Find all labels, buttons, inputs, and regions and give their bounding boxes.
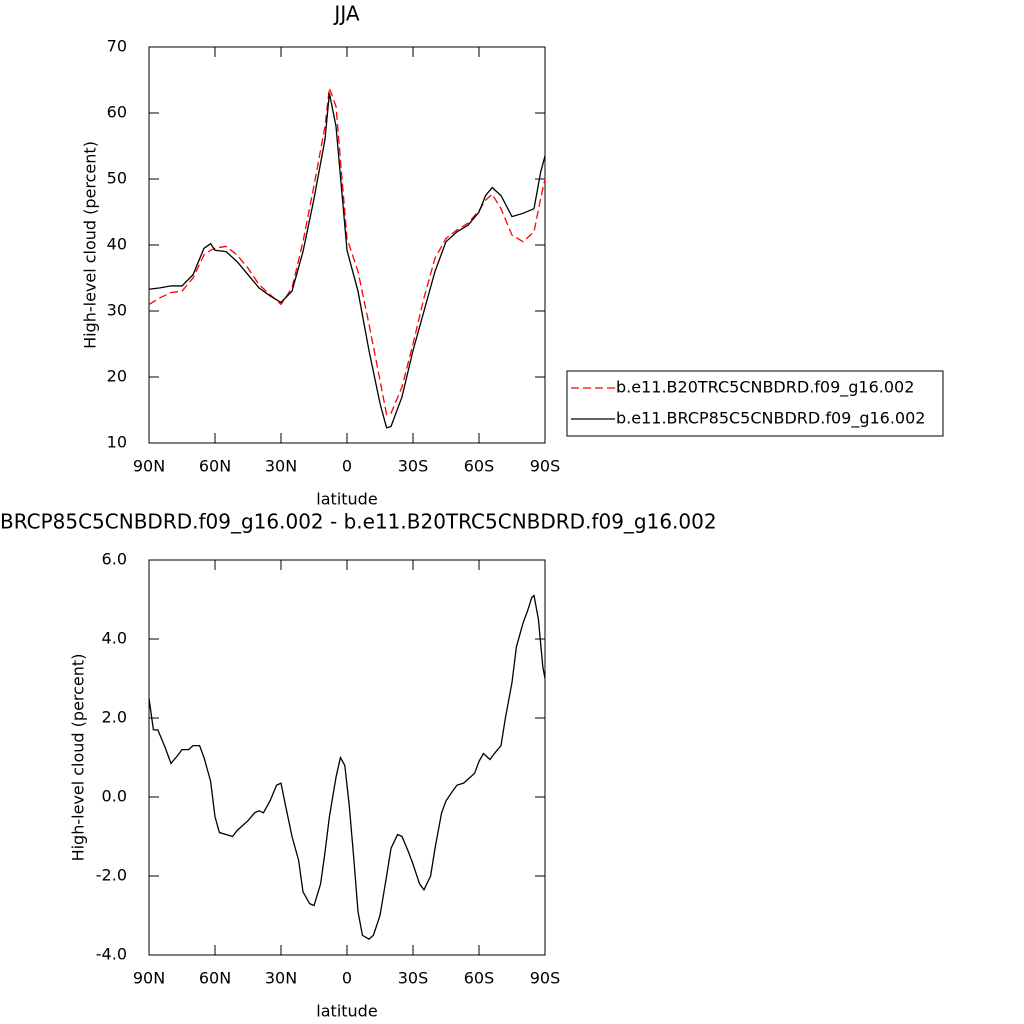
x-tick-label: 90N (133, 457, 165, 476)
y-tick-label: 50 (107, 169, 127, 188)
x-tick-label: 90S (530, 969, 561, 988)
x-tick-label: 0 (342, 457, 352, 476)
data-line (148, 594, 546, 941)
plot-frame (148, 559, 546, 956)
data-line (148, 93, 546, 429)
y-tick-label: 30 (107, 301, 127, 320)
x-tick-label: 30N (265, 969, 297, 988)
y-tick-label: 70 (107, 37, 127, 56)
legend-label: b.e11.B20TRC5CNBDRD.f09_g16.002 (616, 378, 914, 398)
chart-title: BRCP85C5CNBDRD.f09_g16.002 - b.e11.B20TR… (0, 510, 717, 534)
y-tick-label: 4.0 (102, 629, 127, 648)
y-tick-label: 6.0 (102, 550, 127, 569)
legend-box (566, 370, 944, 437)
x-tick-label: 30S (398, 969, 429, 988)
y-tick-label: 10 (107, 433, 127, 452)
legend-label: b.e11.BRCP85C5CNBDRD.f09_g16.002 (616, 409, 925, 429)
x-tick-label: 30S (398, 457, 429, 476)
x-tick-label: 60N (199, 457, 231, 476)
y-tick-label: 40 (107, 235, 127, 254)
y-tick-label: 2.0 (102, 708, 127, 727)
x-axis-label: latitude (316, 490, 377, 509)
y-tick-label: 20 (107, 367, 127, 386)
x-tick-label: 90S (530, 457, 561, 476)
legend: b.e11.B20TRC5CNBDRD.f09_g16.002 b.e11.BRC… (566, 370, 944, 437)
y-tick-label: 60 (107, 103, 127, 122)
x-tick-label: 0 (342, 969, 352, 988)
y-tick-label: 0.0 (102, 787, 127, 806)
chart-title: JJA (332, 2, 359, 26)
y-axis-label: High-level cloud (percent) (69, 654, 88, 862)
x-tick-label: 60S (464, 457, 495, 476)
x-tick-label: 90N (133, 969, 165, 988)
x-axis-label: latitude (316, 1002, 377, 1021)
x-tick-label: 60N (199, 969, 231, 988)
y-axis-label: High-level cloud (percent) (81, 141, 100, 349)
y-tick-label: -4.0 (96, 945, 127, 964)
x-tick-label: 60S (464, 969, 495, 988)
y-tick-label: -2.0 (96, 866, 127, 885)
x-tick-label: 30N (265, 457, 297, 476)
plot-frame (148, 46, 546, 444)
